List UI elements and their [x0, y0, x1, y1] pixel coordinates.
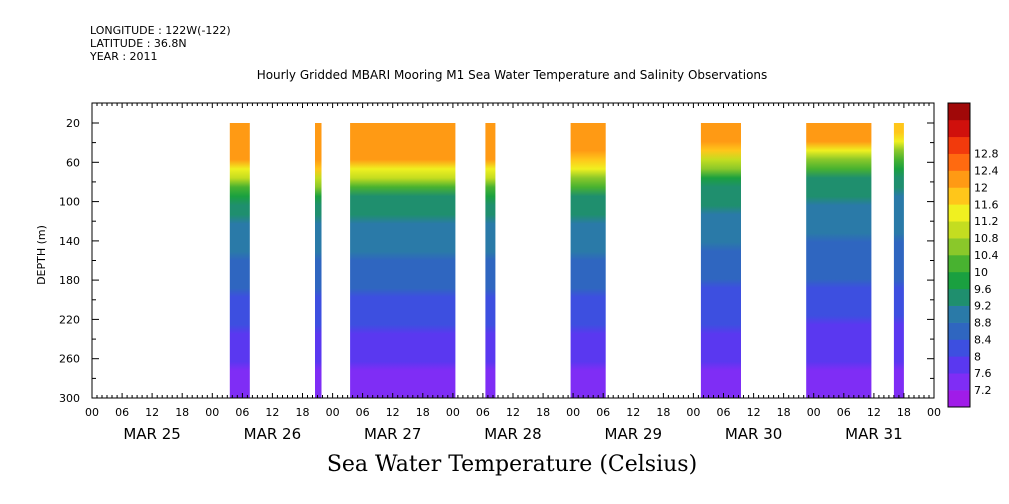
- x-tick-label: 18: [416, 406, 430, 419]
- colorbar-label: 10.8: [974, 232, 999, 245]
- colorbar-label: 7.2: [974, 384, 992, 397]
- x-day-label: MAR 28: [484, 425, 541, 443]
- colorbar-label: 11.2: [974, 215, 999, 228]
- colorbar-swatch: [948, 339, 970, 357]
- colorbar-label: 8.4: [974, 333, 992, 346]
- y-tick-label: 140: [59, 235, 80, 248]
- x-tick-label: 18: [777, 406, 791, 419]
- x-tick-label: 00: [927, 406, 941, 419]
- colorbar-swatch: [948, 271, 970, 290]
- colorbar-label: 8: [974, 350, 981, 363]
- x-axis-title: Sea Water Temperature (Celsius): [326, 452, 698, 477]
- x-day-label: MAR 26: [244, 425, 301, 443]
- data-segment: [893, 123, 904, 398]
- data-segment: [570, 123, 606, 398]
- x-day-label: MAR 29: [605, 425, 662, 443]
- colorbar-label: 10: [974, 266, 988, 279]
- latitude-label: LATITUDE : 36.8N: [90, 37, 187, 50]
- x-tick-label: 00: [85, 406, 99, 419]
- y-tick-label: 300: [59, 392, 80, 405]
- y-tick-label: 180: [59, 274, 80, 287]
- y-tick-label: 260: [59, 353, 80, 366]
- colorbar-swatch: [948, 373, 970, 391]
- x-tick-label: 00: [446, 406, 460, 419]
- x-day-label: MAR 31: [845, 425, 902, 443]
- colorbar-label: 9.6: [974, 283, 992, 296]
- x-day-label: MAR 30: [725, 425, 782, 443]
- colorbar-swatch: [948, 356, 970, 374]
- y-tick-label: 20: [66, 117, 80, 130]
- x-tick-label: 18: [897, 406, 911, 419]
- x-tick-label: 00: [686, 406, 700, 419]
- colorbar-swatch: [948, 170, 970, 188]
- colorbar-swatch: [948, 136, 970, 154]
- colorbar-swatch: [948, 187, 970, 205]
- colorbar-label: 10.4: [974, 249, 999, 262]
- data-segment: [350, 123, 456, 398]
- x-tick-label: 12: [265, 406, 279, 419]
- y-tick-label: 60: [66, 156, 80, 169]
- x-day-label: MAR 27: [364, 425, 421, 443]
- chart-title: Hourly Gridded MBARI Mooring M1 Sea Wate…: [256, 68, 768, 82]
- x-tick-label: 00: [205, 406, 219, 419]
- data-segment: [485, 123, 496, 398]
- x-tick-label: 06: [476, 406, 490, 419]
- colorbar: 7.2 7.6 8 8.4 8.8 9.2 9.6 10 10.4 10.8 11.2 11.6 12 1…: [947, 102, 999, 408]
- x-tick-label: 00: [566, 406, 580, 419]
- longitude-label: LONGITUDE : 122W(-122): [90, 24, 231, 37]
- data-segment: [806, 123, 872, 398]
- colorbar-label: 7.6: [974, 367, 992, 380]
- x-tick-label: 12: [145, 406, 159, 419]
- x-tick-label: 00: [326, 406, 340, 419]
- colorbar-swatch: [948, 119, 970, 138]
- colorbar-label: 12: [974, 181, 988, 194]
- x-tick-label: 18: [656, 406, 670, 419]
- colorbar-swatch: [948, 221, 970, 239]
- x-day-label: MAR 25: [123, 425, 180, 443]
- colorbar-label: 8.8: [974, 317, 992, 330]
- colorbar-label: 9.2: [974, 300, 992, 313]
- x-tick-label: 12: [867, 406, 881, 419]
- x-tick-label: 06: [596, 406, 610, 419]
- colorbar-swatch: [948, 153, 970, 171]
- x-tick-label: 18: [175, 406, 189, 419]
- data-segment: [315, 123, 322, 398]
- colorbar-swatch: [948, 204, 970, 222]
- x-tick-label: 12: [626, 406, 640, 419]
- x-tick-label: 06: [356, 406, 370, 419]
- colorbar-label: 11.6: [974, 198, 999, 211]
- x-tick-label: 12: [506, 406, 520, 419]
- data-segments: [229, 123, 904, 398]
- colorbar-swatch: [948, 238, 970, 256]
- colorbar-label: 12.8: [974, 148, 999, 161]
- axis-ticks: 00 06 12 18 00 06 12 18 00 06 12 18 00 06 12 18 00 06 12 18…: [59, 103, 941, 443]
- colorbar-label: 12.4: [974, 165, 999, 178]
- x-tick-label: 06: [235, 406, 249, 419]
- colorbar-swatch: [948, 390, 970, 408]
- colorbar-swatch: [948, 288, 970, 306]
- y-axis-label: DEPTH (m): [35, 225, 48, 285]
- data-segment: [229, 123, 250, 398]
- x-tick-label: 00: [807, 406, 821, 419]
- data-segment: [700, 123, 741, 398]
- colorbar-swatch: [948, 255, 970, 273]
- x-tick-label: 12: [747, 406, 761, 419]
- year-label: YEAR : 2011: [90, 50, 158, 63]
- colorbar-swatch: [948, 322, 970, 340]
- x-tick-label: 18: [536, 406, 550, 419]
- x-tick-label: 12: [386, 406, 400, 419]
- colorbar-frame: [947, 102, 971, 408]
- colorbar-swatch: [948, 103, 970, 121]
- x-tick-label: 06: [717, 406, 731, 419]
- x-tick-label: 18: [296, 406, 310, 419]
- colorbar-swatch: [948, 305, 970, 323]
- y-tick-label: 100: [59, 196, 80, 209]
- x-tick-label: 06: [115, 406, 129, 419]
- x-tick-label: 06: [837, 406, 851, 419]
- y-tick-label: 220: [59, 313, 80, 326]
